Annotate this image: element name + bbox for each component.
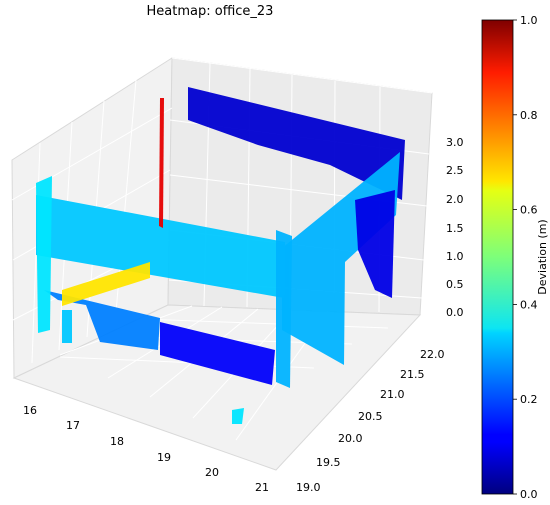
x-tick-label: 20 [205,466,219,479]
surface-back-wall [188,87,405,200]
colorbar-gradient [481,19,514,495]
x-axis-ticks: 16 17 18 19 20 21 [23,404,269,494]
z-tick-label: 3.0 [446,136,464,149]
y-tick-label: 20.0 [338,432,363,445]
x-tick-label: 17 [66,419,80,432]
colorbar-tick-label: 0.6 [520,204,538,217]
surface-floor-fragment [232,408,244,424]
gridline [171,57,433,94]
surface-front-wall-lower-left [44,290,160,350]
surface-inner-partition [62,262,150,306]
surface-thin-pole [159,98,164,228]
z-tick-label: 2.0 [446,193,464,206]
y-tick-label: 20.5 [358,410,383,423]
colorbar-ticks: 0.0 0.2 0.4 0.6 0.8 1.0 [513,14,538,501]
x-tick-label: 18 [110,435,124,448]
z-tick-label: 1.5 [446,222,464,235]
z-tick-label: 1.0 [446,250,464,263]
z-axis-ticks: 0.0 0.5 1.0 1.5 2.0 2.5 3.0 [446,136,464,319]
y-tick-label: 19.5 [316,456,341,469]
colorbar-tick-label: 0.0 [520,488,538,501]
x-tick-label: 16 [23,404,37,417]
y-tick-label: 21.5 [400,368,425,381]
point-cloud [36,87,405,424]
chart-title: Heatmap: office_23 [146,4,274,19]
z-tick-label: 0.5 [446,278,464,291]
surface-front-left-post [62,310,72,343]
colorbar-tick-label: 0.2 [520,393,538,406]
colorbar: 0.0 0.2 0.4 0.6 0.8 1.0 Deviation (m) [481,14,549,501]
colorbar-tick-label: 0.4 [520,298,538,311]
colorbar-tick-label: 0.8 [520,109,538,122]
y-tick-label: 19.0 [296,481,321,494]
z-tick-label: 2.5 [446,164,464,177]
x-tick-label: 21 [255,481,269,494]
colorbar-tick-label: 1.0 [520,14,538,27]
y-tick-label: 21.0 [380,388,405,401]
surface-left-post [36,176,52,333]
surface-corner-pillar [276,230,292,388]
colorbar-label: Deviation (m) [536,219,549,294]
surface-right-wall-lower [355,190,395,298]
y-axis-ticks: 19.0 19.5 20.0 20.5 21.0 21.5 22.0 [296,348,445,494]
y-tick-label: 22.0 [420,348,445,361]
surface-front-wall-lower-right [160,322,275,385]
surface-front-wall-beam [36,195,285,298]
z-tick-label: 0.0 [446,306,464,319]
gridline [139,318,389,329]
x-tick-label: 19 [157,451,171,464]
